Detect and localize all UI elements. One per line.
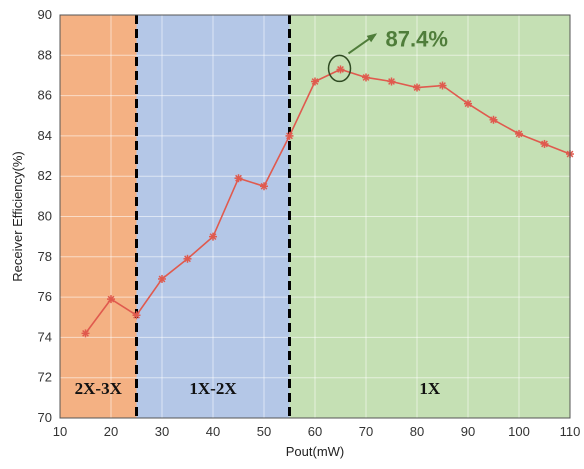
data-point-mark [82,329,89,337]
data-point [464,99,472,108]
data-point-mark [413,84,421,91]
series [81,65,574,338]
data-point [132,311,141,320]
data-point-mark [184,255,191,263]
ticks: 10 20 30 40 50 60 70 80 90 100 110 70 72 74 76 78 80 82 84… [38,7,581,439]
data-point [183,254,192,263]
data-point-mark [286,132,293,140]
data-point-mark [107,295,115,303]
data-point-mark [337,65,344,73]
data-point [362,73,370,82]
x-tick-label: 80 [410,424,424,439]
data-point [209,232,217,241]
data-point [81,329,90,338]
y-tick-label: 84 [38,128,52,143]
data-point-mark [158,275,166,283]
x-tick-label: 70 [359,424,373,439]
data-point-mark [515,130,523,138]
data-point-mark [541,140,548,148]
y-tick-label: 74 [38,329,52,344]
data-point [260,182,268,191]
data-point-mark [133,311,140,319]
data-point [413,83,421,92]
peak-arrow-head [366,33,378,43]
x-tick-label: 50 [257,424,271,439]
y-tick-label: 90 [38,7,52,22]
region-label-0: 2X-3X [75,379,123,398]
data-point [234,174,243,183]
y-tick-label: 78 [38,249,52,264]
y-tick-label: 86 [38,88,52,103]
plot-frame [59,14,571,419]
y-axis-label: Receiver Efficiency(%) [10,151,25,282]
boundary-lines [135,15,291,418]
data-point-mark [388,78,395,85]
data-point-mark [311,78,319,85]
x-axis-label: Pout(mW) [286,444,345,459]
y-tick-label: 72 [38,370,52,385]
data-point-mark [439,82,446,89]
data-point [540,139,549,148]
peak-circle [327,54,352,83]
data-point-mark [235,174,242,182]
data-point [285,131,294,140]
data-point [387,77,396,86]
y-tick-label: 82 [38,168,52,183]
x-tick-label: 40 [206,424,220,439]
series-line-0 [84,68,571,334]
x-tick-label: 90 [461,424,475,439]
y-tick-label: 88 [38,47,52,62]
data-point [107,295,115,304]
y-tick-label: 76 [38,289,52,304]
x-tick-label: 100 [508,424,530,439]
peak-label: 87.4% [386,26,448,51]
region-label-2: 1X [419,379,441,398]
data-point [515,129,523,138]
peak-annotation: 87.4% [327,26,448,83]
data-point-mark [260,182,268,190]
x-tick-label: 60 [308,424,322,439]
region-labels: 2X-3X 1X-2X 1X [75,379,441,398]
data-point-mark [209,233,217,241]
x-tick-label: 10 [53,424,67,439]
y-tick-label: 80 [38,209,52,224]
data-point [438,81,447,90]
region-label-1: 1X-2X [189,379,237,398]
data-point [158,274,166,283]
data-point [489,115,498,124]
data-point-mark [362,74,370,81]
x-tick-label: 30 [155,424,169,439]
data-point-mark [464,100,472,108]
data-point-mark [490,116,497,124]
x-tick-label: 110 [560,424,581,439]
y-tick-label: 70 [38,410,52,425]
data-point [336,65,345,74]
data-point [311,77,319,86]
x-tick-label: 20 [104,424,118,439]
